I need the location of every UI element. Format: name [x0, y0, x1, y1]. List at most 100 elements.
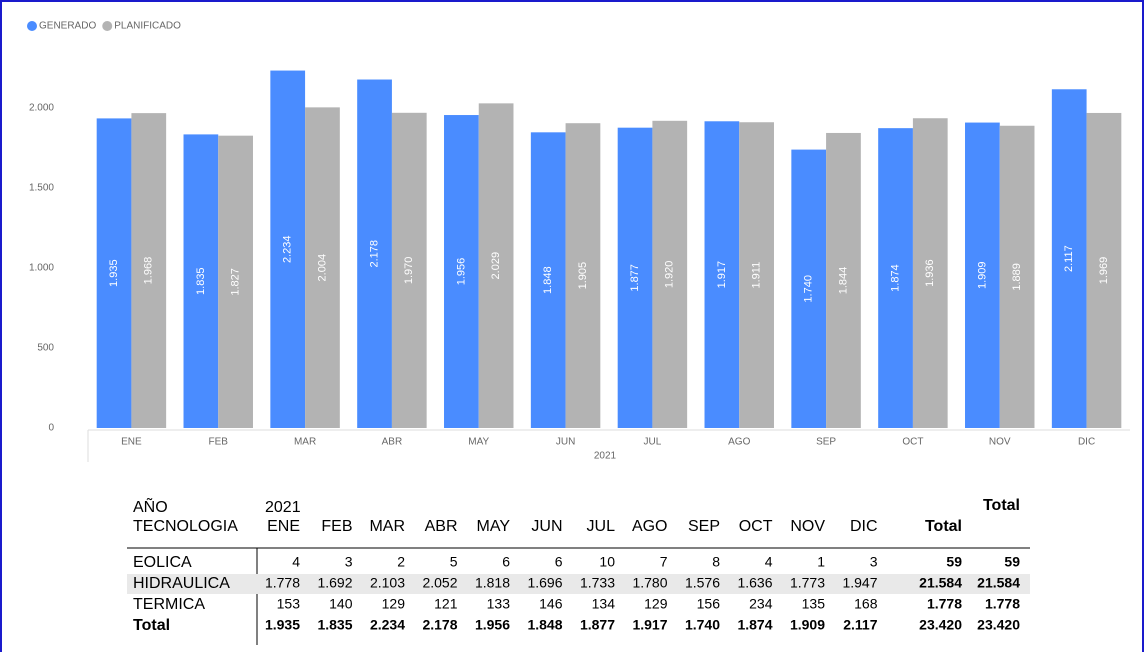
data-label: 1.969	[1098, 257, 1110, 285]
table-cell: 1.778	[265, 575, 300, 591]
column-header: ENE	[267, 518, 300, 535]
table-cell: Total	[133, 617, 170, 634]
table-cell: 168	[854, 596, 878, 612]
table-cell: HIDRAULICA	[133, 575, 230, 592]
data-label: 2.178	[368, 240, 380, 268]
table-cell: 1	[817, 554, 825, 570]
table-cell: 234	[749, 596, 773, 612]
table-cell: 1.740	[685, 617, 720, 633]
legend-swatch	[102, 21, 113, 31]
data-label: 1.935	[108, 259, 120, 287]
bar	[704, 121, 740, 428]
table-cell: 21.584	[919, 575, 962, 591]
data-label: 1.889	[1011, 263, 1023, 291]
table-cell: 1.935	[265, 617, 300, 633]
bar	[565, 123, 601, 428]
table-cell: TERMICA	[133, 596, 205, 613]
data-label: 1.740	[803, 275, 815, 303]
table-cell: 3	[345, 554, 353, 570]
table-cell: 2.103	[370, 575, 405, 591]
table-cell: 1.780	[632, 575, 667, 591]
bar	[357, 79, 392, 429]
y-tick-label: 500	[37, 343, 54, 354]
table-cell: 1.576	[685, 575, 720, 591]
bar	[999, 125, 1035, 428]
bar	[617, 127, 653, 429]
data-label: 1.970	[403, 257, 415, 285]
data-label: 2.117	[1063, 245, 1075, 272]
table-cell: 23.420	[977, 617, 1020, 633]
table-cell: 4	[765, 554, 773, 570]
legend-label: PLANIFICADO	[114, 21, 181, 32]
x-tick-label: JUN	[556, 437, 575, 448]
data-label: 1.905	[577, 262, 589, 290]
y-tick-label: 1.500	[29, 183, 54, 194]
data-label: 1.874	[889, 264, 901, 292]
table-cell: 1.778	[927, 596, 962, 612]
bar	[912, 118, 948, 429]
column-header: OCT	[739, 518, 773, 535]
bar	[791, 149, 827, 428]
table-cell: 2.178	[422, 617, 457, 633]
data-label: 1.909	[976, 262, 988, 290]
table-cell: 1.848	[527, 617, 562, 633]
table-cell: 1.956	[475, 617, 510, 633]
column-header: FEB	[321, 518, 352, 535]
table-cell: EOLICA	[133, 554, 192, 571]
bar	[878, 128, 913, 428]
row-highlight	[127, 574, 1030, 594]
data-label: 1.848	[542, 266, 554, 294]
bar	[96, 118, 132, 429]
column-header: MAR	[369, 518, 405, 535]
table-cell: 7	[660, 554, 668, 570]
table-cell: 6	[555, 554, 563, 570]
table-cell: 1.877	[580, 617, 615, 633]
bar	[131, 113, 167, 429]
data-label: 1.877	[629, 264, 641, 292]
x-axis-label: 2021	[594, 451, 617, 462]
column-header: SEP	[688, 518, 720, 535]
table-cell: 3	[870, 554, 878, 570]
data-label: 2.029	[490, 252, 502, 280]
table-cell: 153	[277, 596, 301, 612]
y-tick-label: 2.000	[29, 103, 54, 114]
x-tick-label: FEB	[209, 437, 229, 448]
table-cell: 1.696	[527, 575, 562, 591]
column-header: NOV	[790, 518, 825, 535]
data-label: 1.920	[664, 261, 676, 289]
bar	[965, 122, 1000, 428]
bar	[444, 115, 479, 428]
table-cell: 6	[502, 554, 510, 570]
table-cell: 1.778	[985, 596, 1020, 612]
x-tick-label: ENE	[121, 437, 142, 448]
table-cell: 129	[382, 596, 406, 612]
table-cell: 1.818	[475, 575, 510, 591]
bar	[218, 135, 253, 428]
table-header: 2021	[265, 499, 301, 516]
table-cell: 1.773	[790, 575, 825, 591]
table-cell: 10	[599, 554, 615, 570]
table-cell: 2.117	[843, 617, 877, 633]
bar	[652, 120, 688, 429]
x-tick-label: OCT	[902, 437, 923, 448]
x-tick-label: MAY	[468, 437, 489, 448]
table-cell: 4	[292, 554, 300, 570]
column-header: DIC	[850, 518, 878, 535]
bar	[478, 103, 514, 429]
table-cell: 1.874	[737, 617, 772, 633]
data-label: 1.917	[716, 261, 728, 289]
column-header: JUL	[587, 518, 616, 535]
table-cell: 1.947	[842, 575, 877, 591]
column-header: Total	[925, 518, 962, 535]
data-label: 2.004	[316, 254, 328, 282]
data-label: 1.911	[751, 262, 763, 289]
data-label: 1.835	[195, 267, 207, 295]
table-cell: 133	[487, 596, 511, 612]
bar	[270, 70, 306, 428]
table-cell: 140	[329, 596, 353, 612]
bar	[1086, 112, 1122, 429]
data-label: 1.936	[924, 259, 936, 287]
column-header: TECNOLOGIA	[133, 518, 238, 535]
